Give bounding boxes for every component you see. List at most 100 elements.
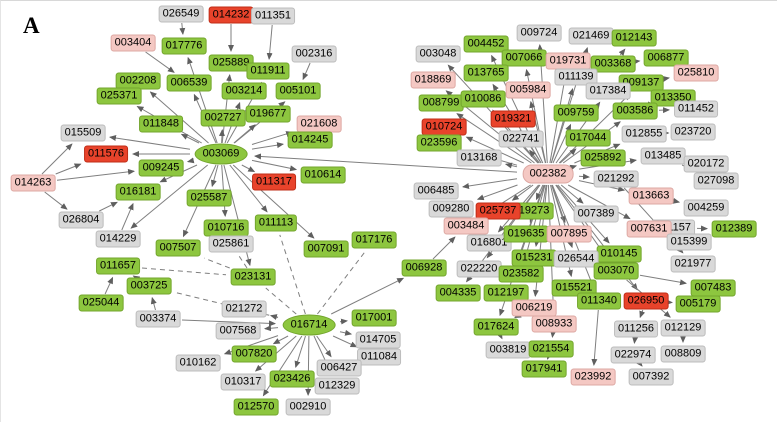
node-010086[interactable]: 010086 bbox=[461, 91, 506, 108]
node-008933[interactable]: 008933 bbox=[532, 316, 577, 333]
node-007066[interactable]: 007066 bbox=[502, 50, 547, 67]
node-006928[interactable]: 006928 bbox=[402, 260, 447, 277]
node-026804[interactable]: 026804 bbox=[59, 212, 104, 229]
node-017044[interactable]: 017044 bbox=[566, 130, 611, 147]
node-014245[interactable]: 014245 bbox=[288, 132, 333, 149]
node-003484[interactable]: 003484 bbox=[444, 218, 489, 235]
node-015399[interactable]: 015399 bbox=[667, 234, 712, 251]
node-007895[interactable]: 007895 bbox=[547, 226, 592, 243]
node-011657[interactable]: 011657 bbox=[96, 258, 140, 275]
node-003048[interactable]: 003048 bbox=[416, 46, 461, 63]
node-009280[interactable]: 009280 bbox=[429, 201, 474, 218]
node-011848[interactable]: 011848 bbox=[139, 116, 183, 133]
node-010162[interactable]: 010162 bbox=[176, 355, 221, 372]
node-011340[interactable]: 011340 bbox=[577, 293, 621, 310]
node-010614[interactable]: 010614 bbox=[301, 167, 346, 184]
node-002910[interactable]: 002910 bbox=[286, 399, 331, 416]
node-021608[interactable]: 021608 bbox=[297, 116, 342, 133]
node-013765[interactable]: 013765 bbox=[464, 65, 509, 82]
node-021469[interactable]: 021469 bbox=[569, 28, 614, 45]
node-025861[interactable]: 025861 bbox=[209, 236, 254, 253]
node-007483[interactable]: 007483 bbox=[691, 280, 736, 297]
node-013663[interactable]: 013663 bbox=[629, 188, 674, 205]
node-011113[interactable]: 011113 bbox=[255, 215, 297, 232]
node-007568[interactable]: 007568 bbox=[216, 323, 261, 340]
node-025587[interactable]: 025587 bbox=[187, 190, 232, 207]
node-021272[interactable]: 021272 bbox=[222, 301, 267, 318]
node-023596[interactable]: 023596 bbox=[417, 135, 462, 152]
node-006219[interactable]: 006219 bbox=[512, 300, 557, 317]
node-009759[interactable]: 009759 bbox=[554, 105, 599, 122]
node-014705[interactable]: 014705 bbox=[356, 332, 401, 349]
node-025892[interactable]: 025892 bbox=[581, 150, 626, 167]
node-006539[interactable]: 006539 bbox=[167, 75, 212, 92]
node-014232[interactable]: 014232 bbox=[209, 7, 254, 24]
node-007631[interactable]: 007631 bbox=[627, 221, 672, 238]
node-002727[interactable]: 002727 bbox=[201, 110, 246, 127]
node-025371[interactable]: 025371 bbox=[97, 88, 142, 105]
node-021554[interactable]: 021554 bbox=[529, 341, 574, 358]
node-006485[interactable]: 006485 bbox=[414, 183, 459, 200]
node-022974[interactable]: 022974 bbox=[611, 347, 656, 364]
node-013485[interactable]: 013485 bbox=[641, 148, 686, 165]
node-012389[interactable]: 012389 bbox=[712, 221, 757, 238]
node-008799[interactable]: 008799 bbox=[419, 95, 464, 112]
node-007820[interactable]: 007820 bbox=[232, 346, 277, 363]
node-003725[interactable]: 003725 bbox=[127, 278, 172, 295]
node-004259[interactable]: 004259 bbox=[684, 200, 729, 217]
node-003819[interactable]: 003819 bbox=[486, 342, 531, 359]
node-012329[interactable]: 012329 bbox=[315, 378, 360, 395]
node-011351[interactable]: 011351 bbox=[251, 8, 295, 25]
node-023426[interactable]: 023426 bbox=[270, 371, 315, 388]
node-023131[interactable]: 023131 bbox=[231, 269, 276, 286]
node-007389[interactable]: 007389 bbox=[574, 206, 619, 223]
node-027098[interactable]: 027098 bbox=[694, 173, 739, 190]
node-026544[interactable]: 026544 bbox=[554, 251, 599, 268]
node-011452[interactable]: 011452 bbox=[674, 101, 718, 118]
node-002316[interactable]: 002316 bbox=[292, 46, 337, 63]
node-015509[interactable]: 015509 bbox=[61, 125, 106, 142]
node-006427[interactable]: 006427 bbox=[317, 360, 362, 377]
node-019677[interactable]: 019677 bbox=[246, 106, 291, 123]
node-009245[interactable]: 009245 bbox=[139, 160, 184, 177]
node-012855[interactable]: 012855 bbox=[622, 126, 667, 143]
node-022741[interactable]: 022741 bbox=[499, 131, 544, 148]
node-025044[interactable]: 025044 bbox=[79, 295, 124, 312]
node-007392[interactable]: 007392 bbox=[629, 369, 674, 386]
node-022220[interactable]: 022220 bbox=[457, 261, 502, 278]
node-013168[interactable]: 013168 bbox=[457, 150, 502, 167]
node-010145[interactable]: 010145 bbox=[597, 246, 642, 263]
node-005101[interactable]: 005101 bbox=[276, 83, 321, 100]
node-012143[interactable]: 012143 bbox=[612, 30, 657, 47]
node-023582[interactable]: 023582 bbox=[499, 266, 544, 283]
node-019321[interactable]: 019321 bbox=[491, 111, 536, 128]
node-011084[interactable]: 011084 bbox=[357, 349, 401, 366]
node-016714[interactable]: 016714 bbox=[283, 315, 336, 336]
node-011317[interactable]: 011317 bbox=[252, 174, 296, 191]
node-020172[interactable]: 020172 bbox=[684, 156, 729, 173]
node-010716[interactable]: 010716 bbox=[204, 220, 249, 237]
node-005179[interactable]: 005179 bbox=[676, 296, 721, 313]
node-012570[interactable]: 012570 bbox=[234, 399, 279, 416]
node-023992[interactable]: 023992 bbox=[571, 369, 616, 386]
node-009724[interactable]: 009724 bbox=[517, 25, 562, 42]
node-017001[interactable]: 017001 bbox=[352, 310, 397, 327]
node-025810[interactable]: 025810 bbox=[674, 65, 719, 82]
node-003404[interactable]: 003404 bbox=[111, 35, 156, 52]
node-017624[interactable]: 017624 bbox=[474, 319, 519, 336]
node-017776[interactable]: 017776 bbox=[162, 38, 207, 55]
node-014263[interactable]: 014263 bbox=[11, 175, 56, 192]
node-026950[interactable]: 026950 bbox=[624, 293, 669, 310]
node-012129[interactable]: 012129 bbox=[661, 320, 706, 337]
node-003069[interactable]: 003069 bbox=[195, 144, 248, 165]
node-004335[interactable]: 004335 bbox=[436, 285, 481, 302]
node-017176[interactable]: 017176 bbox=[352, 232, 397, 249]
node-023720[interactable]: 023720 bbox=[671, 124, 716, 141]
node-003374[interactable]: 003374 bbox=[136, 311, 181, 328]
node-010724[interactable]: 010724 bbox=[422, 119, 467, 136]
node-011256[interactable]: 011256 bbox=[614, 321, 658, 338]
node-021292[interactable]: 021292 bbox=[594, 171, 639, 188]
node-008809[interactable]: 008809 bbox=[661, 346, 706, 363]
node-011911[interactable]: 011911 bbox=[246, 63, 289, 80]
node-018869[interactable]: 018869 bbox=[411, 72, 456, 89]
